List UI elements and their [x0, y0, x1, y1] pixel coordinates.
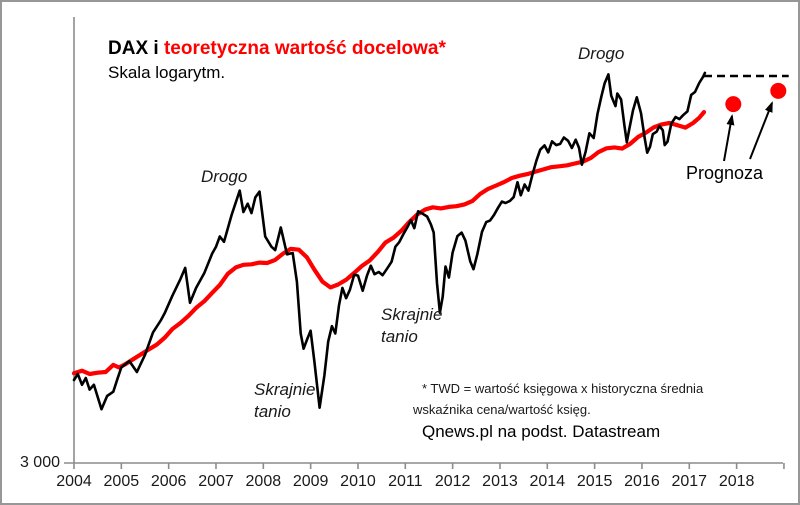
x-axis-label: 2018	[718, 473, 755, 490]
x-axis-label: 2017	[671, 473, 708, 490]
chart-title-twd: teoretyczna wartość docelowa*	[158, 38, 446, 59]
footnote-line-2: wskaźnika cena/wartość księg.	[413, 402, 591, 417]
source-credit: Qnews.pl na podst. Datastream	[422, 422, 661, 441]
x-axis-label: 2009	[292, 473, 329, 490]
x-axis-label: 2015	[576, 473, 613, 490]
prognoza-arrow-left	[723, 114, 735, 162]
x-axis-label: 2004	[56, 473, 92, 490]
annotation-skrajnie-tanio-2011: Skrajnie tanio	[381, 305, 443, 346]
x-axis-ticks	[73, 463, 785, 469]
dax-line	[72, 71, 707, 411]
annotation-prognoza: Prognoza	[686, 163, 764, 183]
x-axis-label: 2006	[150, 473, 187, 490]
x-axis-label: 2011	[388, 473, 423, 490]
forecast-dot-2017	[725, 96, 742, 113]
x-axis-label: 2013	[482, 473, 518, 490]
chart-title-dax: DAX i	[108, 38, 159, 59]
x-axis-label: 2012	[434, 473, 471, 490]
x-axis-label: 2008	[245, 473, 282, 490]
annotation-drogo-2007: Drogo	[201, 167, 248, 186]
annotation-drogo-2015: Drogo	[578, 44, 625, 63]
x-axis-label: 2016	[624, 473, 660, 490]
footnote-line-1: * TWD = wartość księgowa x historyczna ś…	[422, 381, 704, 396]
chart-subtitle: Skala logarytm.	[108, 63, 226, 82]
twd-target-value-line	[71, 109, 707, 377]
forecast-dot-2018	[770, 82, 787, 99]
x-axis-label: 2010	[340, 473, 376, 490]
x-axis-label: 2007	[198, 473, 234, 490]
chart-title: DAX i teoretyczna wartość docelowa*	[108, 38, 446, 60]
x-axis-label: 2014	[529, 473, 566, 490]
x-axis-label: 2005	[103, 473, 140, 490]
y-axis-tick-label: 3 000	[19, 454, 60, 471]
prognoza-arrow-right	[749, 101, 773, 160]
annotation-skrajnie-tanio-2009: Skrajnie tanio	[254, 380, 316, 421]
